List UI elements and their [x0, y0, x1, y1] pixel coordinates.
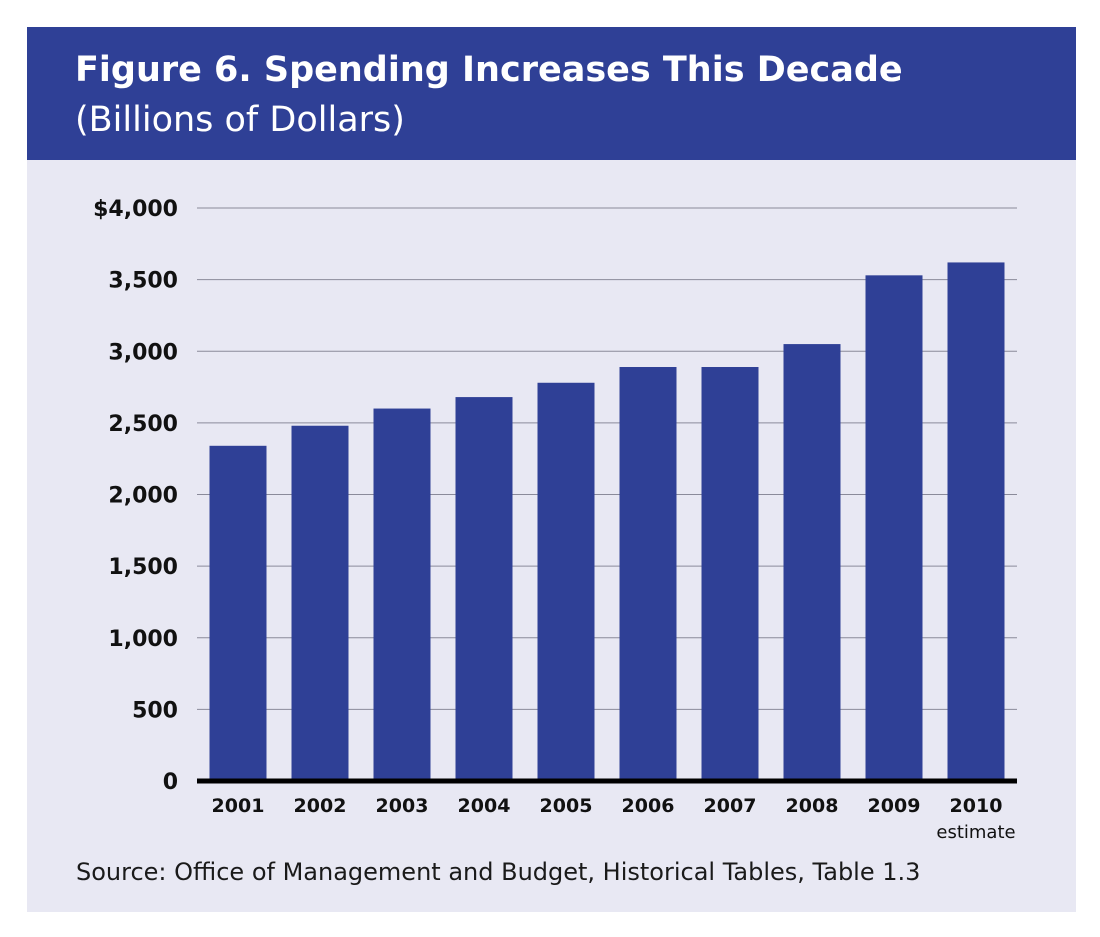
y-tick-label: 2,000 [108, 484, 178, 509]
x-tick-label: 2010 [950, 795, 1003, 817]
x-tick-label: 2007 [704, 795, 757, 817]
x-tick-label: 2001 [212, 795, 265, 817]
bar [619, 367, 677, 781]
bar [783, 344, 841, 781]
x-tick-label: 2004 [458, 795, 511, 817]
x-tick-note: estimate [936, 822, 1015, 843]
y-tick-label: 500 [132, 698, 178, 723]
x-tick-label: 2005 [540, 795, 593, 817]
chart-title: Figure 6. Spending Increases This Decade… [75, 45, 1025, 145]
chart-title-bold: Figure 6. Spending Increases This Decade [75, 50, 903, 90]
bar [455, 397, 513, 781]
y-tick-label: 3,500 [108, 269, 178, 294]
y-tick-label: 3,000 [108, 340, 178, 365]
x-tick-label: 2009 [868, 795, 921, 817]
bar [373, 408, 431, 781]
y-tick-label: 0 [163, 770, 178, 795]
source-note: Source: Office of Management and Budget,… [76, 858, 921, 886]
x-tick-label: 2002 [294, 795, 347, 817]
chart-title-unit: (Billions of Dollars) [75, 100, 405, 140]
y-tick-label: 1,000 [108, 627, 178, 652]
bar [865, 275, 923, 781]
x-tick-label: 2006 [622, 795, 675, 817]
bar [701, 367, 759, 781]
chart-header: Figure 6. Spending Increases This Decade… [27, 27, 1076, 160]
bar [947, 262, 1005, 781]
y-tick-label: 2,500 [108, 412, 178, 437]
y-tick-label: 1,500 [108, 555, 178, 580]
bar [537, 382, 595, 781]
y-tick-label: $4,000 [93, 197, 178, 222]
x-tick-label: 2008 [786, 795, 839, 817]
bar [209, 445, 267, 781]
x-tick-label: 2003 [376, 795, 429, 817]
bar [291, 425, 349, 781]
